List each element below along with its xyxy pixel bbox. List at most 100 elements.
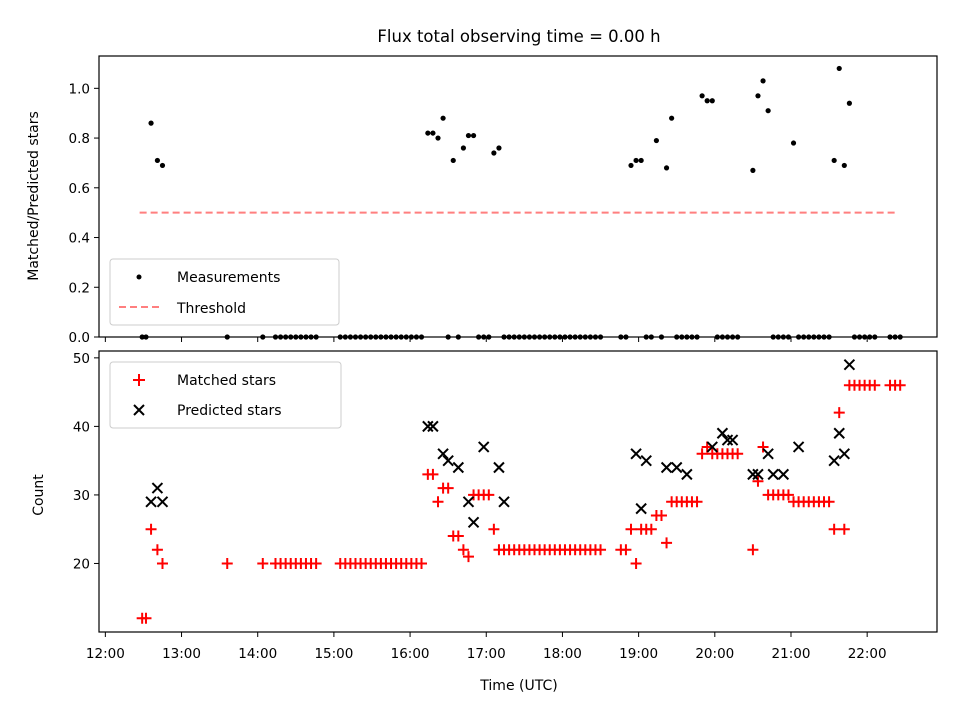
measurement-point: [770, 334, 776, 340]
matched-star-point: [625, 523, 637, 535]
measurement-point: [337, 334, 343, 340]
measurement-point: [719, 334, 726, 340]
measurement-point: [801, 334, 807, 340]
measurement-point: [308, 334, 314, 340]
predicted-star-point: [452, 461, 465, 474]
matched-star-point: [145, 523, 157, 535]
measurement-point: [572, 334, 578, 340]
measurement-point: [851, 334, 858, 340]
counts-y-tick-label: 40: [73, 419, 90, 435]
measurement-point: [363, 334, 369, 340]
measurement-point: [658, 334, 665, 340]
matched-star-point: [483, 489, 495, 501]
measurement-point: [313, 334, 319, 340]
measurement-point: [821, 334, 827, 340]
measurement-point: [836, 65, 842, 72]
predicted-star-point: [777, 468, 790, 481]
matched-star-point: [595, 544, 607, 556]
measurement-point: [368, 334, 374, 340]
measurement-point: [496, 145, 502, 151]
measurement-point: [806, 334, 812, 340]
counts-x-tick-label: 12:00: [86, 646, 125, 662]
counts-y-label: Count: [31, 474, 47, 516]
measurement-point: [506, 334, 512, 340]
legend-predicted-marker: [133, 404, 145, 416]
legend-matched-marker: [133, 374, 145, 386]
measurement-point: [491, 150, 497, 156]
predicted-star-point: [726, 434, 739, 446]
measurement-point: [547, 334, 553, 340]
matched-stars-layer: [136, 379, 906, 624]
measurement-point: [476, 334, 482, 340]
measurement-point: [587, 334, 593, 340]
measurement-point: [714, 334, 720, 340]
measurement-point: [511, 334, 517, 340]
legend-measurements-label: Measurements: [177, 270, 280, 286]
measurement-point: [582, 334, 588, 340]
measurement-point: [408, 334, 414, 340]
measurement-point: [709, 98, 715, 104]
predicted-star-point: [442, 454, 454, 467]
ratio-y-tick-label: 0.6: [69, 181, 90, 197]
measurement-point: [224, 334, 230, 340]
counts-axes-frame: [98, 350, 938, 633]
matched-star-point: [630, 557, 642, 569]
measurement-point: [536, 334, 543, 340]
measurement-point: [465, 132, 472, 139]
matched-star-point: [757, 441, 769, 453]
measurement-point: [790, 140, 797, 146]
predicted-star-point: [422, 420, 434, 433]
measurement-point: [542, 334, 548, 340]
predicted-star-point: [630, 448, 642, 460]
predicted-star-point: [747, 468, 759, 481]
measurement-point: [775, 334, 781, 340]
matched-star-point: [655, 509, 667, 521]
measurement-point: [577, 334, 583, 340]
predicted-star-point: [635, 502, 647, 515]
legend-matched-label: Matched stars: [177, 373, 276, 389]
predicted-star-point: [671, 461, 683, 474]
predicted-star-point: [145, 496, 157, 508]
matched-star-point: [151, 544, 163, 556]
measurement-point: [628, 162, 634, 169]
matched-star-point: [140, 612, 152, 624]
counts-x-label: Time (UTC): [479, 678, 557, 694]
ratio-y-label: Matched/Predicted stars: [26, 111, 42, 281]
measurement-point: [552, 334, 558, 340]
matched-star-point: [462, 551, 474, 563]
matched-star-point: [828, 523, 840, 535]
predicted-star-point: [828, 454, 840, 467]
measurement-point: [435, 135, 441, 141]
measurement-point: [403, 334, 409, 340]
measurement-point: [648, 334, 654, 340]
predicted-star-point: [681, 468, 693, 481]
predicted-star-point: [437, 448, 449, 460]
measurement-point: [450, 157, 456, 164]
measurement-point: [373, 334, 379, 340]
measurement-point: [277, 334, 284, 340]
measurement-point: [663, 165, 670, 171]
chart-title: Flux total observing time = 0.00 h: [377, 27, 660, 46]
measurement-point: [342, 334, 348, 340]
matched-star-point: [432, 496, 444, 508]
measurement-point: [347, 334, 353, 340]
measurement-point: [872, 334, 878, 340]
ratio-panel: 0.0 0.2 0.4 0.6 0.8 1.0 Matched/Predicted sta…: [26, 55, 938, 346]
ratio-legend: Measurements Threshold: [109, 258, 340, 326]
ratio-x-axis: [104, 337, 868, 342]
predicted-stars-layer: [145, 358, 856, 529]
measurement-point: [892, 334, 898, 340]
measurement-point: [298, 334, 304, 340]
measurement-point: [592, 334, 599, 340]
measurement-point: [699, 93, 705, 99]
measurement-point: [862, 334, 868, 340]
measurement-point: [481, 334, 487, 340]
predicted-star-point: [478, 441, 490, 453]
measurement-point: [445, 334, 451, 340]
measurement-point: [383, 334, 389, 340]
measurement-point: [148, 120, 154, 126]
measurement-point: [388, 334, 394, 340]
measurement-point: [272, 334, 279, 340]
measurement-point: [760, 78, 766, 84]
